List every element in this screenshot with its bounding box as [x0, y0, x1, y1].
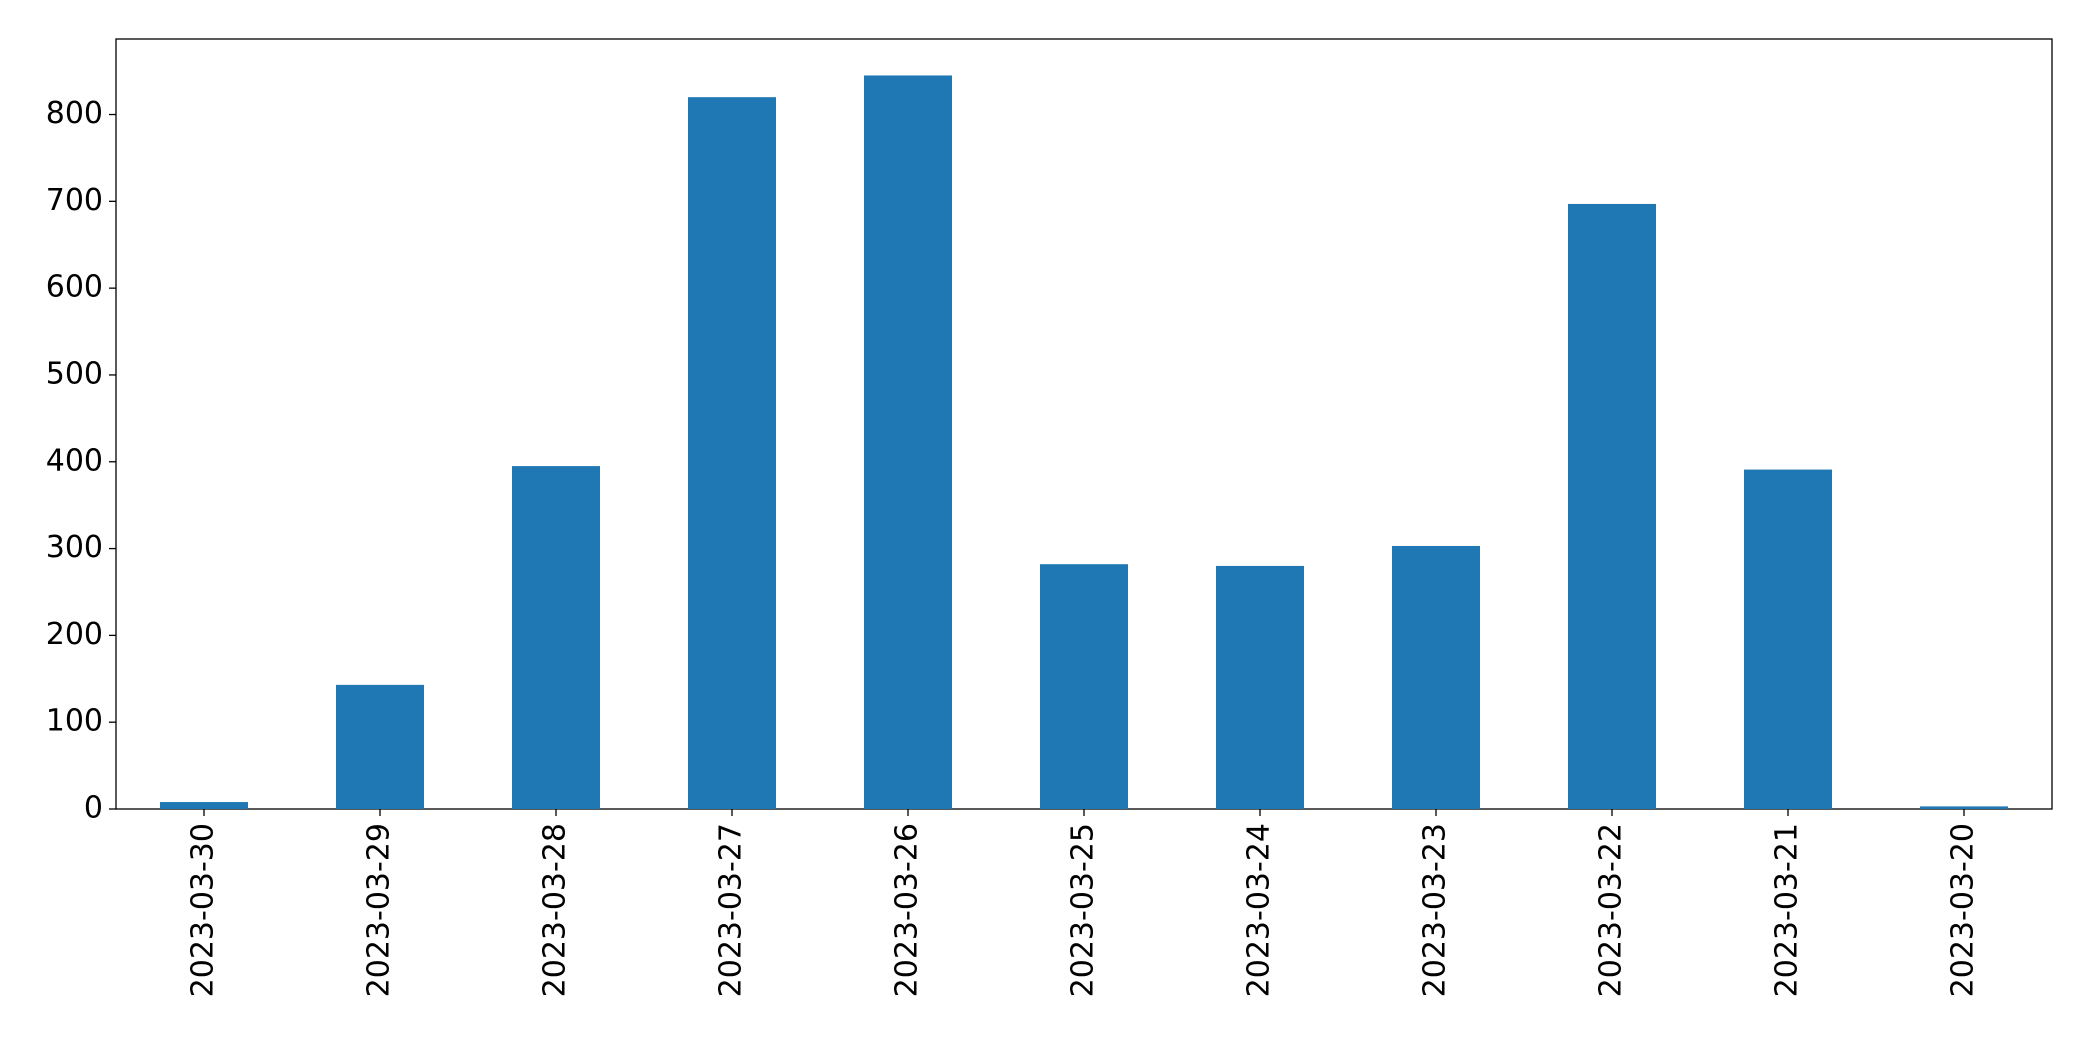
y-tick-label: 700 — [46, 183, 103, 218]
y-tick-label: 400 — [46, 443, 103, 478]
x-tick-label: 2023-03-25 — [1066, 823, 1101, 997]
y-tick-label: 100 — [46, 704, 103, 739]
x-tick-label: 2023-03-26 — [890, 823, 925, 997]
y-tick-label: 300 — [46, 530, 103, 565]
bar — [1920, 806, 2008, 809]
x-tick-label: 2023-03-30 — [186, 823, 221, 997]
y-tick-label: 0 — [84, 791, 103, 826]
y-tick-label: 600 — [46, 270, 103, 305]
bar — [160, 802, 248, 809]
bar — [1568, 203, 1656, 809]
bar — [864, 75, 952, 810]
bar — [1216, 565, 1304, 809]
bar — [1744, 469, 1832, 809]
x-tick-label: 2023-03-24 — [1242, 823, 1277, 997]
bar — [512, 466, 600, 809]
y-tick-label: 500 — [46, 356, 103, 391]
bar — [1392, 545, 1480, 809]
x-tick-label: 2023-03-23 — [1418, 823, 1453, 997]
x-tick-label: 2023-03-28 — [538, 823, 573, 997]
y-tick-label: 800 — [46, 96, 103, 131]
x-tick-label: 2023-03-21 — [1770, 823, 1805, 997]
y-tick-label: 200 — [46, 617, 103, 652]
bar — [336, 684, 424, 809]
x-tick-label: 2023-03-27 — [714, 823, 749, 997]
bar — [1040, 564, 1128, 809]
x-tick-label: 2023-03-20 — [1946, 823, 1981, 997]
x-tick-label: 2023-03-29 — [362, 823, 397, 997]
bar — [688, 97, 776, 809]
x-tick-label: 2023-03-22 — [1594, 823, 1629, 997]
